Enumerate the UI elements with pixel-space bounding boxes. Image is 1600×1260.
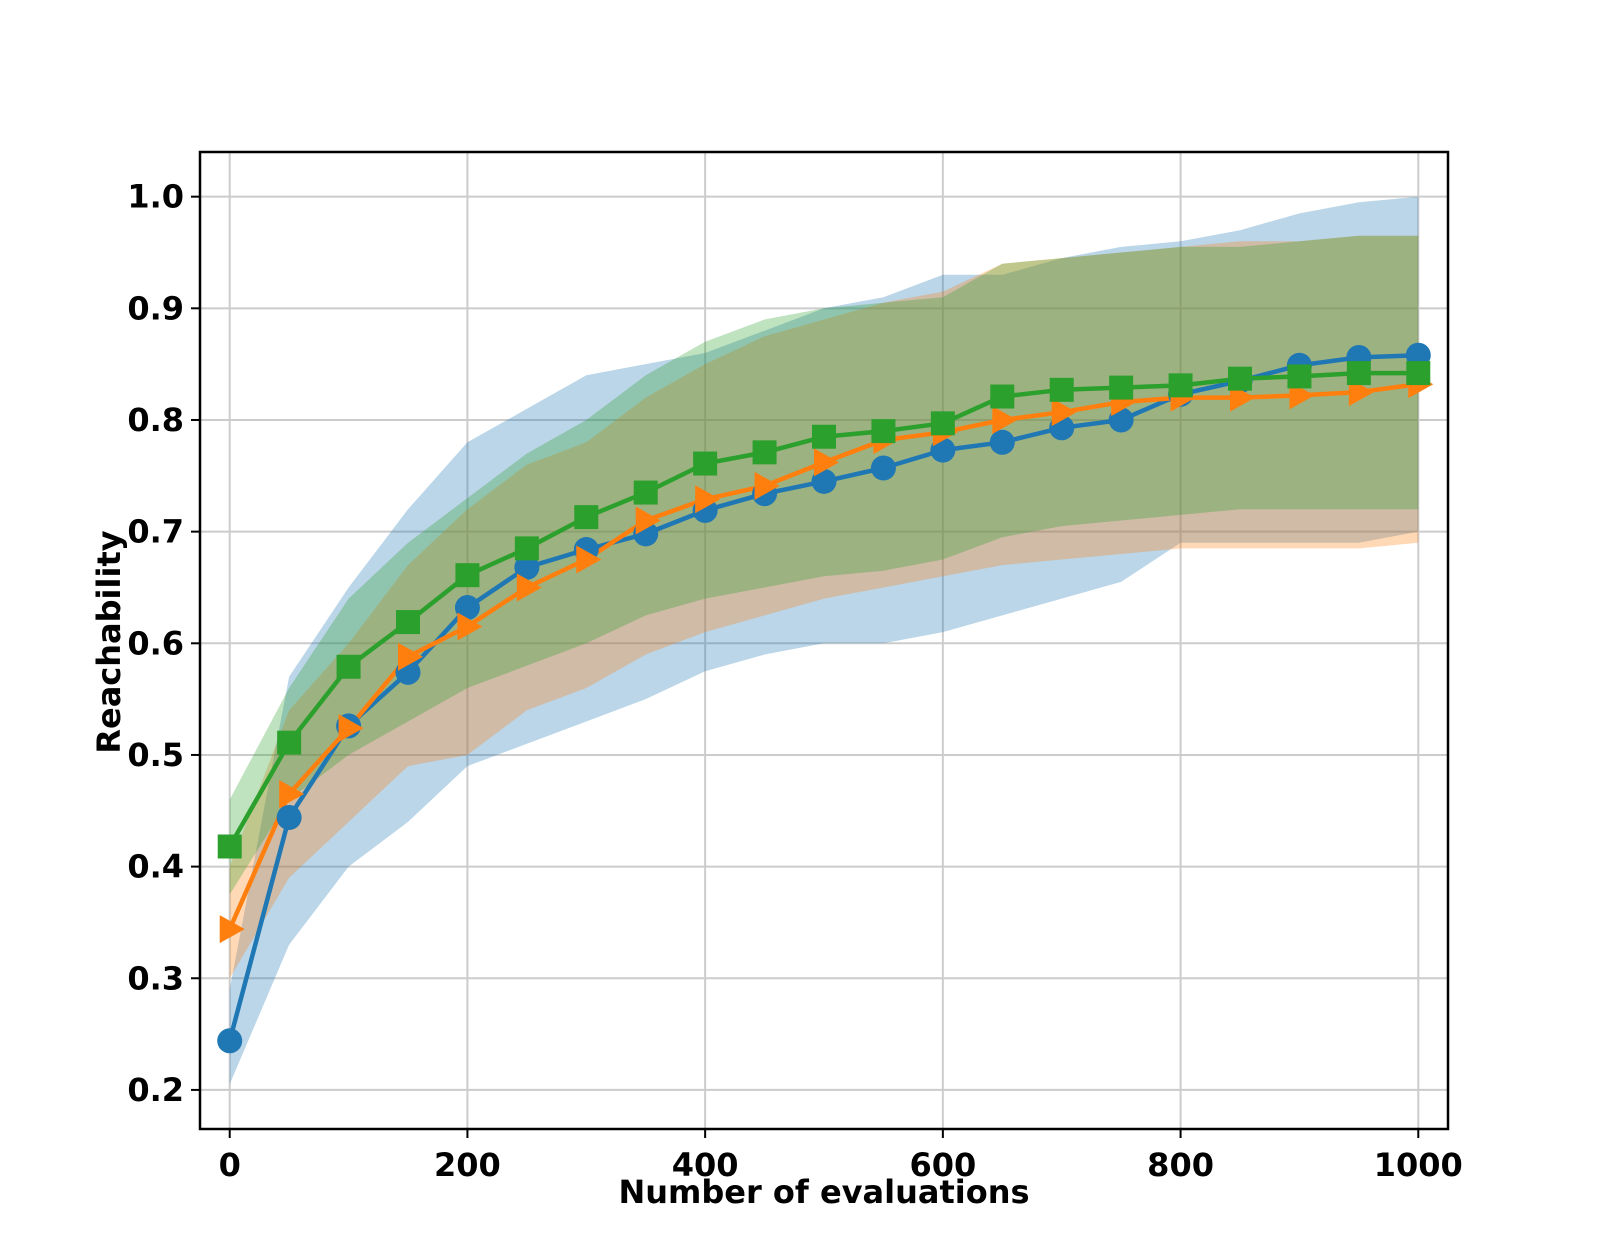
x-tick-label: 1000 (1374, 1146, 1463, 1184)
marker-series-3 (514, 536, 539, 561)
marker-series-3 (336, 654, 361, 679)
marker-series-2 (279, 780, 305, 809)
marker-series-2 (219, 915, 245, 944)
marker-series-1 (989, 429, 1015, 455)
marker-series-3 (1287, 364, 1312, 389)
marker-series-2 (992, 405, 1018, 434)
y-axis-label: Reachability (90, 530, 128, 753)
marker-series-3 (930, 411, 955, 436)
y-tick-label: 0.3 (127, 959, 184, 997)
marker-series-3 (633, 480, 658, 505)
marker-series-3 (1346, 361, 1371, 386)
axis-ticks: 0 200 400 600 800 1000 0.2 0.3 0.4 0.5 0.6 0.7 0.8 0.… (127, 178, 1463, 1184)
marker-series-3 (752, 440, 777, 465)
marker-series-3 (812, 424, 836, 449)
marker-series-3 (1228, 366, 1252, 391)
y-tick-label: 0.9 (127, 289, 184, 327)
x-tick-label: 400 (672, 1146, 739, 1184)
marker-series-1 (454, 595, 480, 621)
marker-series-2 (516, 573, 542, 602)
marker-series-3 (990, 384, 1015, 409)
y-tick-label: 0.2 (127, 1071, 184, 1109)
marker-series-3 (1406, 361, 1431, 386)
y-tick-label: 1.0 (127, 178, 184, 216)
marker-series-3 (574, 505, 599, 530)
marker-series-2 (457, 612, 483, 641)
marker-series-3 (217, 834, 242, 859)
y-tick-label: 0.6 (127, 624, 184, 662)
marker-series-2 (1051, 398, 1077, 427)
x-tick-label: 200 (434, 1146, 501, 1184)
marker-series-1 (811, 468, 837, 494)
series-markers (217, 342, 1434, 1054)
marker-series-2 (754, 471, 780, 500)
x-axis-label: Number of evaluations (618, 1173, 1029, 1211)
marker-series-3 (871, 419, 896, 444)
x-tick-label: 800 (1147, 1146, 1214, 1184)
marker-series-3 (1168, 373, 1193, 398)
marker-series-1 (217, 1028, 243, 1054)
marker-series-2 (338, 714, 364, 743)
x-tick-label: 600 (909, 1146, 976, 1184)
marker-series-3 (277, 730, 302, 755)
y-tick-label: 0.8 (127, 401, 184, 439)
marker-series-1 (276, 804, 302, 830)
marker-series-2 (576, 545, 602, 574)
y-tick-label: 0.7 (127, 513, 184, 551)
grid-lines (200, 152, 1448, 1129)
y-tick-label: 0.5 (127, 736, 184, 774)
marker-series-2 (695, 485, 721, 514)
marker-series-3 (396, 610, 420, 635)
marker-series-2 (814, 448, 839, 477)
x-tick-label: 0 (219, 1146, 241, 1184)
marker-series-3 (1109, 375, 1134, 400)
plot-frame (198, 150, 1450, 1131)
marker-series-2 (398, 642, 423, 671)
marker-series-3 (1049, 377, 1074, 402)
marker-series-2 (635, 506, 661, 535)
marker-series-3 (455, 563, 480, 588)
marker-series-1 (870, 455, 896, 481)
y-tick-label: 0.4 (127, 848, 184, 886)
marker-series-3 (693, 451, 718, 476)
marker-series-1 (514, 554, 540, 580)
plot-background (200, 152, 1448, 1129)
